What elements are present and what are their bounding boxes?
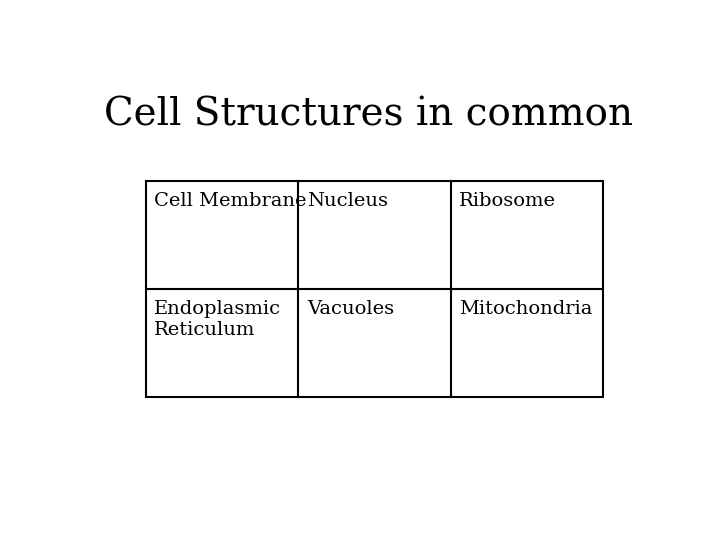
Text: Ribosome: Ribosome [459,192,557,210]
Text: Endoplasmic
Reticulum: Endoplasmic Reticulum [154,300,282,339]
Text: Cell Membrane: Cell Membrane [154,192,307,210]
Text: Mitochondria: Mitochondria [459,300,593,318]
Text: Cell Structures in common: Cell Structures in common [104,96,634,133]
Text: Vacuoles: Vacuoles [307,300,394,318]
Bar [145,181,603,397]
Text: Nucleus: Nucleus [307,192,387,210]
